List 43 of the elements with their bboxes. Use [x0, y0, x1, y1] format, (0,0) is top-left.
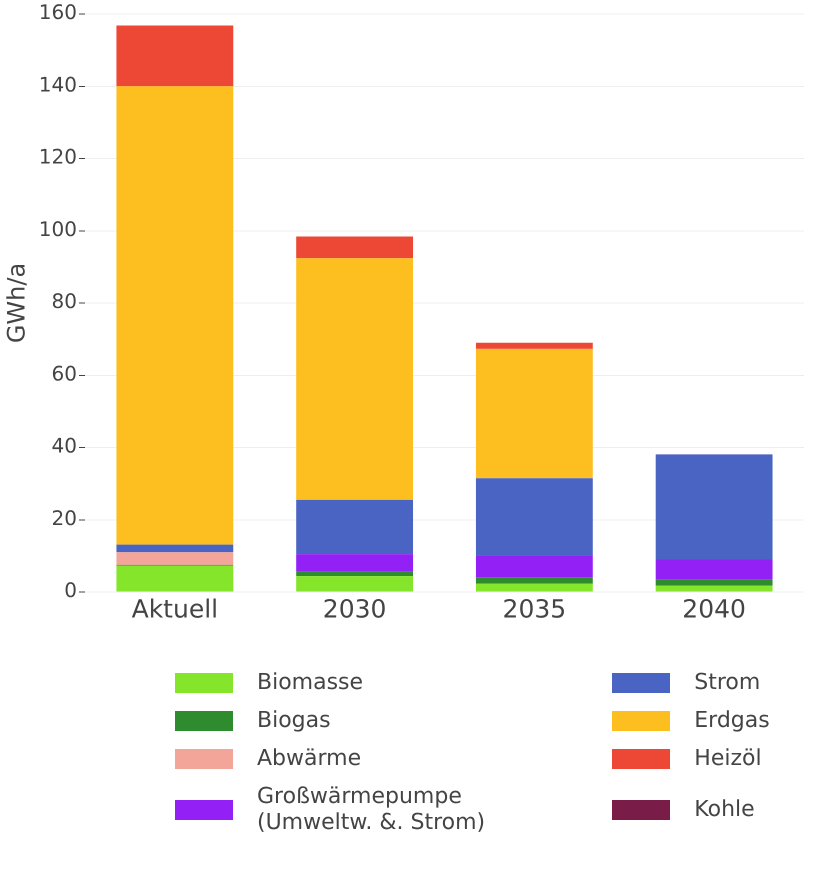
bar — [116, 566, 234, 592]
bar — [296, 500, 414, 554]
bar — [476, 577, 593, 584]
bar — [476, 555, 593, 578]
legend-label: Biomasse — [257, 670, 364, 696]
legend-label: Großwärmepumpe (Umweltw. &. Strom) — [257, 784, 486, 836]
y-axis-title: GWh/a — [2, 262, 31, 344]
y-tick-label: 160 — [38, 0, 77, 24]
x-tick-label: 2035 — [502, 594, 566, 624]
legend-label: Biogas — [257, 708, 331, 734]
y-tick-label: 100 — [38, 216, 77, 241]
bar — [476, 478, 593, 556]
bar — [296, 554, 414, 572]
bar — [116, 86, 234, 545]
bar — [296, 571, 414, 576]
bar — [116, 544, 234, 552]
legend-label: Kohle — [694, 797, 755, 823]
bar — [656, 585, 773, 592]
legend-label: Heizöl — [694, 746, 762, 772]
bar — [656, 559, 773, 580]
y-tick-label: 40 — [52, 434, 77, 458]
bar — [476, 584, 593, 592]
bar — [296, 258, 414, 500]
legend-label: Erdgas — [694, 708, 770, 734]
y-tick-label: 120 — [38, 144, 77, 169]
bar — [116, 552, 234, 565]
bar — [656, 454, 773, 560]
y-tick-label: 140 — [38, 72, 77, 96]
bar — [476, 348, 593, 478]
x-tick-label: 2040 — [682, 594, 746, 624]
x-tick-label: Aktuell — [132, 594, 218, 624]
y-tick-label: 20 — [52, 506, 77, 530]
x-tick-label: 2030 — [322, 594, 386, 624]
bar — [476, 342, 593, 349]
bar — [116, 26, 234, 86]
bar — [656, 580, 773, 586]
legend-label: Strom — [694, 670, 760, 696]
bar — [296, 576, 414, 592]
y-tick-label: 60 — [52, 361, 77, 386]
y-tick-label: 80 — [52, 289, 77, 314]
bar — [296, 236, 414, 258]
legend-label: Abwärme — [257, 746, 362, 772]
y-tick-label: 0 — [64, 578, 77, 602]
